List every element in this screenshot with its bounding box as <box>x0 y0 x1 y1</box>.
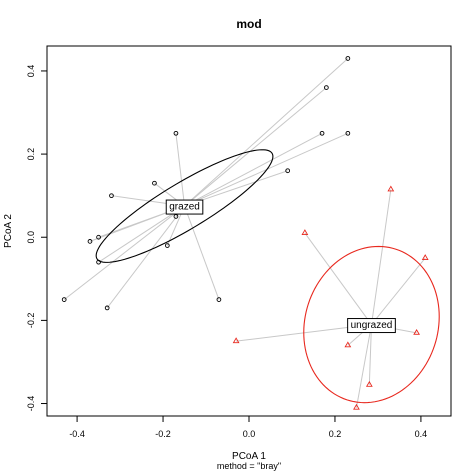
grazed-ellipse <box>95 149 274 263</box>
y-tick-label: 0.4 <box>26 65 36 78</box>
ungrazed-spider-line <box>371 257 426 325</box>
grazed-point <box>285 168 291 174</box>
grazed-label: grazed <box>165 199 204 215</box>
grazed-point <box>345 130 351 136</box>
x-axis: -0.4 -0.2 0.0 0.2 0.4 <box>69 416 427 439</box>
grazed-point <box>152 180 157 186</box>
grazed-spider-line <box>184 132 323 207</box>
ungrazed-point <box>421 254 429 260</box>
grazed-point <box>173 130 179 136</box>
ungrazed-label: ungrazed <box>347 318 396 334</box>
ungrazed-spider-line <box>304 232 372 325</box>
ungrazed-point <box>387 185 395 192</box>
grazed-point <box>104 305 110 311</box>
chart-title: mod <box>236 17 261 31</box>
grazed-spider-line <box>106 205 185 309</box>
ungrazed-point <box>365 380 373 387</box>
ungrazed-point <box>353 403 360 410</box>
y-axis-title: PCoA 2 <box>3 214 14 248</box>
grazed-spider-line <box>63 205 185 300</box>
ungrazed-ellipse <box>303 245 440 404</box>
x-axis-title: PCoA 1 <box>232 451 266 462</box>
grazed-point <box>109 193 114 199</box>
group-ellipses <box>95 149 440 404</box>
spider-lines <box>63 58 426 408</box>
x-tick-label: -0.4 <box>69 429 85 439</box>
grazed-spider-line <box>98 205 185 263</box>
ungrazed-spider-line <box>370 189 392 325</box>
ungrazed-point <box>232 337 240 344</box>
grazed-spider-line <box>184 87 327 207</box>
y-tick-label: 0.0 <box>26 231 36 244</box>
ungrazed-point <box>301 229 309 236</box>
grazed-point <box>164 243 170 248</box>
ungrazed-spider-line <box>368 324 372 385</box>
ungrazed-label-text: ungrazed <box>351 320 393 331</box>
grazed-label-box <box>165 199 204 215</box>
x-tick-label: 0.2 <box>329 429 342 439</box>
y-axis: -0.4 -0.2 0.0 0.2 0.4 <box>26 65 47 412</box>
ungrazed-point <box>344 341 352 348</box>
grazed-spider-line <box>175 133 186 207</box>
grazed-point <box>324 85 329 90</box>
grazed-spider-line <box>184 205 220 300</box>
x-axis-subtitle: method = "bray" <box>217 461 281 471</box>
grazed-point <box>216 297 222 302</box>
group-labels: grazed ungrazed <box>165 199 396 334</box>
grazed-point <box>345 56 351 61</box>
data-points <box>61 56 429 410</box>
x-tick-label: 0.4 <box>415 429 428 439</box>
x-tick-label: 0.0 <box>243 429 256 439</box>
grazed-spider-line <box>184 58 349 207</box>
ungrazed-spider-line <box>355 324 372 408</box>
plot-frame <box>46 45 452 417</box>
grazed-point <box>319 130 325 136</box>
x-tick-label: -0.2 <box>155 429 171 439</box>
grazed-point <box>96 234 101 240</box>
grazed-point <box>87 239 93 244</box>
y-tick-label: -0.4 <box>26 396 36 412</box>
ungrazed-point <box>413 328 421 335</box>
y-tick-label: 0.2 <box>26 148 36 161</box>
ungrazed-label-box <box>347 318 396 334</box>
grazed-label-text: grazed <box>169 202 200 213</box>
y-tick-label: -0.2 <box>26 313 36 329</box>
grazed-point <box>96 259 101 265</box>
grazed-point <box>61 297 67 302</box>
